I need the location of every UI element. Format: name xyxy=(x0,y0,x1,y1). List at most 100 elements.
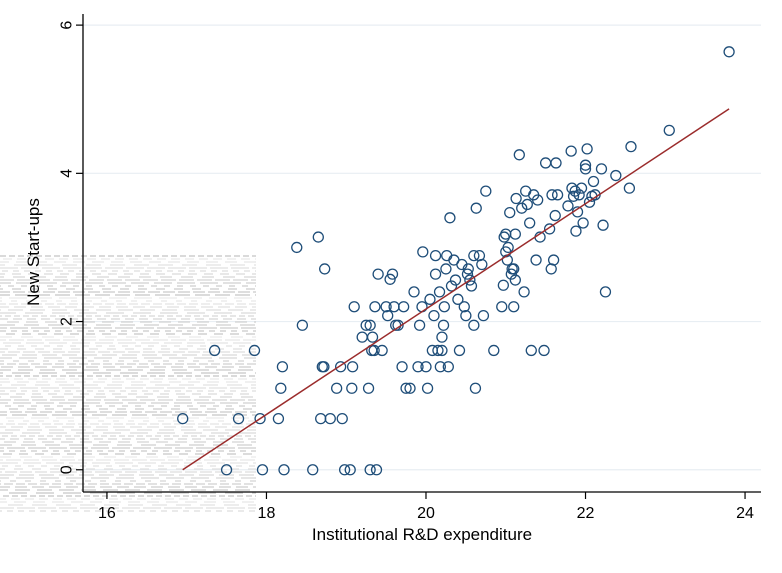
data-point-78 xyxy=(453,344,466,357)
data-point-89 xyxy=(470,202,482,214)
data-point-26 xyxy=(346,361,359,373)
data-point-49 xyxy=(400,382,412,394)
data-point-57 xyxy=(421,382,434,394)
data-point-2 xyxy=(220,464,233,476)
data-point-106 xyxy=(508,263,520,275)
data-point-36 xyxy=(369,301,381,313)
fit-line-group xyxy=(182,108,730,471)
data-point-74 xyxy=(445,280,458,292)
data-point-130 xyxy=(562,200,574,212)
data-point-29 xyxy=(360,319,372,331)
data-point-52 xyxy=(412,361,424,373)
data-point-119 xyxy=(532,194,544,206)
data-point-107 xyxy=(509,228,521,240)
data-point-50 xyxy=(404,382,416,394)
data-point-149 xyxy=(599,286,612,298)
data-point-25 xyxy=(346,382,358,394)
data-point-42 xyxy=(384,273,396,285)
grid-lines xyxy=(83,24,761,471)
data-point-139 xyxy=(577,217,589,229)
fit-line xyxy=(182,108,730,471)
data-point-32 xyxy=(364,464,376,476)
data-point-46 xyxy=(392,319,404,331)
data-point-47 xyxy=(396,361,408,373)
data-point-99 xyxy=(500,228,512,240)
data-point-60 xyxy=(428,309,440,322)
data-point-23 xyxy=(338,464,351,476)
x-axis-title: Institutional R&D expenditure xyxy=(312,525,532,544)
data-point-138 xyxy=(575,182,588,194)
data-point-101 xyxy=(502,241,514,254)
data-point-129 xyxy=(551,189,564,201)
data-point-109 xyxy=(510,192,522,205)
data-point-66 xyxy=(436,331,448,343)
data-point-51 xyxy=(408,286,420,298)
data-point-141 xyxy=(579,159,592,171)
data-point-70 xyxy=(440,263,452,275)
data-point-76 xyxy=(449,274,462,286)
data-point-125 xyxy=(546,189,558,201)
data-point-69 xyxy=(438,301,450,313)
data-point-18 xyxy=(319,263,331,275)
data-point-116 xyxy=(525,344,537,357)
data-point-151 xyxy=(623,182,636,194)
data-point-84 xyxy=(464,274,476,286)
x-tick-label-4: 24 xyxy=(736,505,754,522)
data-point-115 xyxy=(524,217,536,229)
data-point-48 xyxy=(398,301,410,313)
data-point-19 xyxy=(324,412,336,425)
noise-patch xyxy=(0,255,256,512)
data-point-37 xyxy=(370,464,383,476)
data-point-38 xyxy=(372,268,384,280)
data-point-15 xyxy=(315,412,327,425)
data-point-148 xyxy=(597,219,609,231)
data-point-135 xyxy=(570,225,582,237)
x-tick-label-1: 18 xyxy=(258,505,276,522)
data-point-88 xyxy=(469,382,482,394)
data-points xyxy=(177,46,735,476)
y-tick-label-1: 2 xyxy=(59,317,76,326)
data-point-86 xyxy=(468,249,480,262)
data-point-127 xyxy=(549,209,561,222)
data-point-73 xyxy=(444,212,456,224)
data-point-11 xyxy=(291,241,303,254)
data-point-114 xyxy=(521,198,533,211)
data-point-121 xyxy=(538,344,550,357)
x-tick-label-3: 22 xyxy=(577,505,595,522)
data-point-145 xyxy=(587,175,600,188)
data-point-31 xyxy=(364,319,376,331)
data-point-82 xyxy=(461,268,474,280)
data-point-72 xyxy=(442,361,454,373)
data-point-111 xyxy=(516,202,528,214)
data-point-12 xyxy=(296,319,309,331)
data-point-62 xyxy=(429,249,442,262)
data-point-133 xyxy=(567,190,580,202)
data-point-71 xyxy=(441,249,453,262)
data-point-39 xyxy=(376,344,388,357)
y-tick-label-3: 6 xyxy=(59,21,76,30)
x-tick-label-0: 16 xyxy=(98,505,116,522)
data-point-153 xyxy=(663,124,675,137)
data-point-5 xyxy=(254,412,266,425)
data-point-134 xyxy=(569,185,581,197)
x-tick-label-2: 20 xyxy=(417,505,435,522)
y-axis-title: New Start-ups xyxy=(24,198,43,306)
data-point-137 xyxy=(573,189,585,201)
data-point-43 xyxy=(386,268,399,280)
data-point-21 xyxy=(334,361,347,373)
data-point-77 xyxy=(452,293,464,305)
data-point-105 xyxy=(508,301,520,313)
data-point-154 xyxy=(723,46,735,58)
data-point-35 xyxy=(368,344,380,357)
data-point-1 xyxy=(208,344,221,357)
data-point-112 xyxy=(518,286,530,298)
data-point-6 xyxy=(256,464,269,476)
data-point-30 xyxy=(362,382,375,394)
data-point-56 xyxy=(420,361,432,373)
data-point-150 xyxy=(610,169,622,182)
data-point-126 xyxy=(547,254,560,266)
data-point-152 xyxy=(625,141,637,153)
data-point-9 xyxy=(276,361,289,373)
data-point-96 xyxy=(497,279,510,291)
